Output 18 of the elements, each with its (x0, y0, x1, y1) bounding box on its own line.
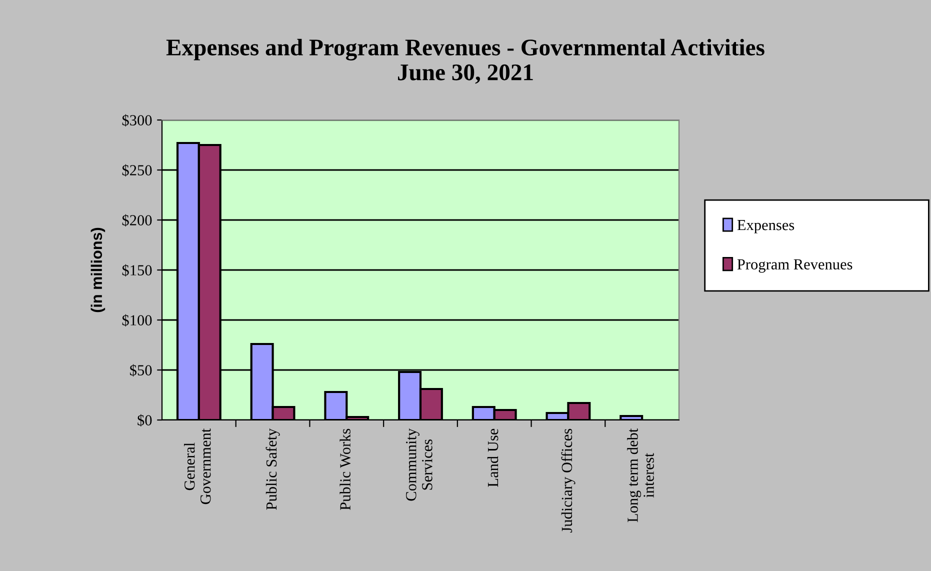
x-tick-label: Public Safety (266, 428, 280, 510)
chart-title: Expenses and Program Revenues - Governmental Activities June 30, 2021 (166, 38, 764, 84)
x-tick-label: Land Use (487, 428, 498, 487)
x-tick-label: General Government (184, 428, 211, 504)
legend-label: Program Revenues (737, 259, 852, 273)
x-tick-label: Public Works (340, 428, 351, 510)
y-tick-label: $150 (122, 264, 152, 276)
y-axis-title: (in millions) (90, 228, 106, 312)
y-tick-label: $200 (122, 214, 152, 226)
x-tick-label: Judiciary Offices (561, 428, 576, 533)
y-tick-label: $250 (122, 164, 152, 176)
y-tick-label: $300 (122, 114, 152, 126)
x-tick-label: Community Services (406, 428, 432, 501)
y-tick-label: $100 (122, 314, 152, 326)
y-tick-label: $50 (130, 364, 152, 376)
x-tick-label: Long term debt interest (627, 428, 654, 522)
y-tick-label: $0 (138, 414, 152, 426)
legend-label: Expenses (737, 220, 794, 234)
